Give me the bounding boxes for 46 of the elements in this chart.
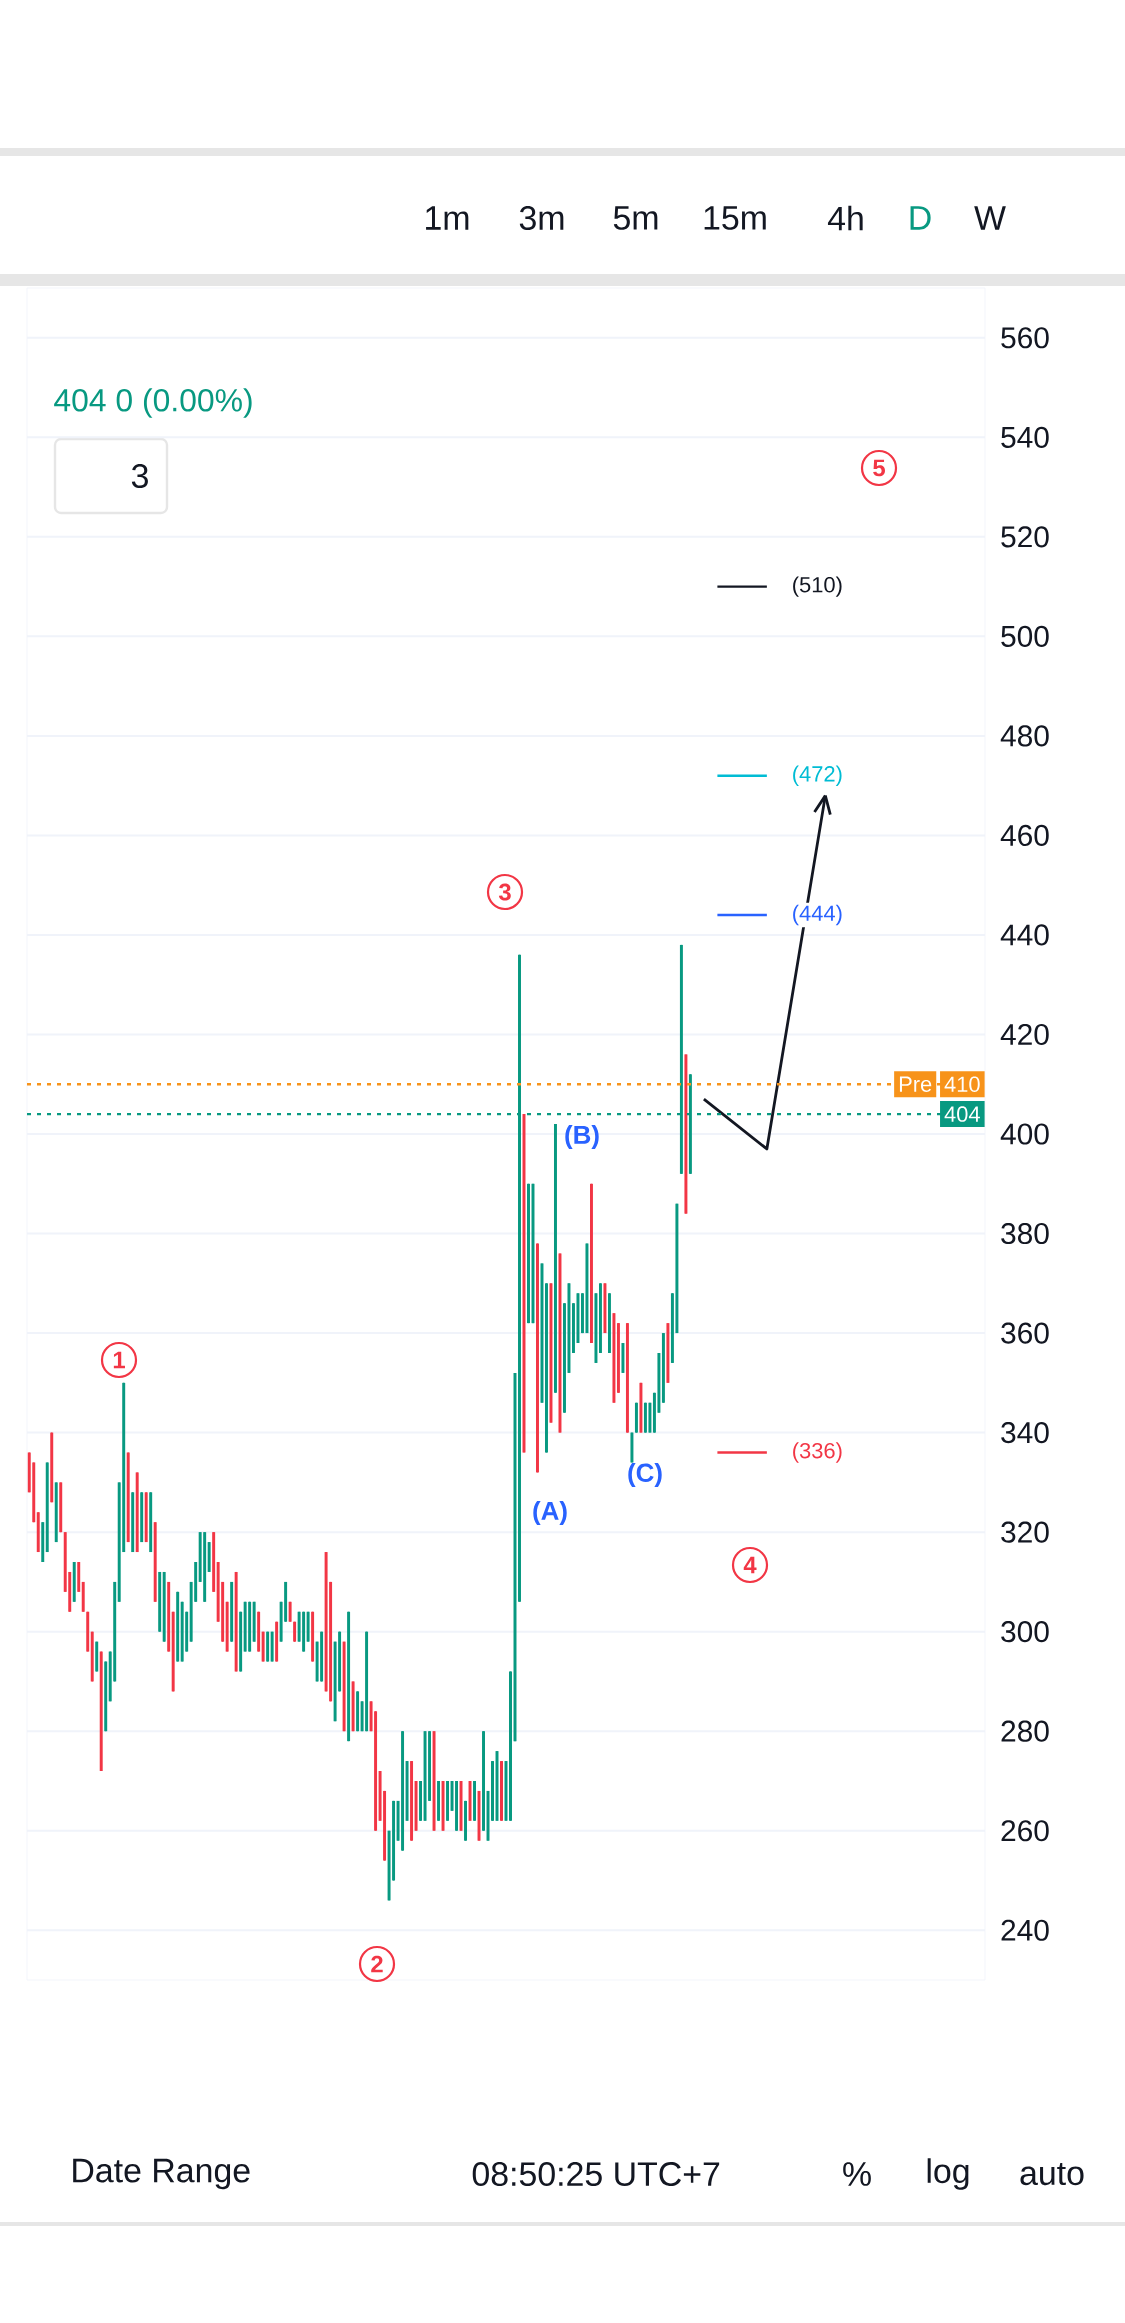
annotation: Pre bbox=[899, 1076, 932, 1092]
annotation: 1 bbox=[113, 1351, 125, 1369]
y-tick-label: 460 bbox=[1000, 824, 1049, 846]
y-tick-label: 300 bbox=[1001, 1621, 1049, 1643]
annotation: 4 bbox=[743, 1556, 757, 1574]
annotation: 5 bbox=[873, 459, 885, 477]
ref-line-label: (510) bbox=[793, 576, 842, 597]
text: % bbox=[843, 2162, 871, 2186]
y-tick-label: 340 bbox=[1001, 1422, 1049, 1444]
annotation: 3 bbox=[498, 883, 511, 901]
text: 404 0 (0.00%) bbox=[54, 388, 252, 418]
text: W bbox=[974, 206, 1006, 230]
y-tick-label: 320 bbox=[1001, 1521, 1049, 1543]
y-tick-label: 540 bbox=[1001, 426, 1049, 448]
y-tick-label: 380 bbox=[1001, 1222, 1049, 1245]
text: Date Range bbox=[73, 2158, 250, 2190]
text: log bbox=[927, 2158, 969, 2190]
annotation: (C) bbox=[628, 1462, 662, 1488]
text: auto bbox=[1020, 2162, 1084, 2186]
y-tick-label: 560 bbox=[1001, 327, 1049, 349]
text: 08:50:25 UTC+7 bbox=[472, 2162, 720, 2187]
y-tick-label: 240 bbox=[1001, 1919, 1049, 1941]
ref-line-label: 404 bbox=[944, 1106, 980, 1122]
y-tick-label: 280 bbox=[1001, 1720, 1049, 1742]
ref-line-label: (444) bbox=[793, 904, 842, 926]
y-tick-label: 260 bbox=[1001, 1820, 1049, 1842]
text: D bbox=[910, 206, 931, 230]
y-tick-label: 360 bbox=[1001, 1322, 1049, 1344]
text: 4h bbox=[827, 205, 863, 231]
text: 5m bbox=[613, 206, 658, 230]
annotation: 3 bbox=[131, 464, 148, 489]
y-tick-label: 400 bbox=[1000, 1123, 1049, 1145]
text: 15m bbox=[704, 206, 766, 230]
y-tick-label: 440 bbox=[1000, 924, 1049, 946]
ref-line-label: (472) bbox=[793, 765, 842, 786]
annotation: 2 bbox=[371, 1955, 383, 1973]
text: 3m bbox=[519, 206, 564, 231]
y-tick-label: 500 bbox=[1001, 625, 1049, 647]
ref-line-label: (336) bbox=[793, 1442, 842, 1463]
y-tick-label: 480 bbox=[1000, 725, 1049, 747]
annotation: (B) bbox=[565, 1124, 599, 1150]
text: 1m bbox=[426, 206, 469, 230]
annotation: (A) bbox=[533, 1500, 567, 1526]
y-tick-label: 520 bbox=[1001, 526, 1049, 548]
ref-line-label: 410 bbox=[944, 1076, 980, 1093]
y-tick-label: 420 bbox=[1000, 1023, 1049, 1046]
